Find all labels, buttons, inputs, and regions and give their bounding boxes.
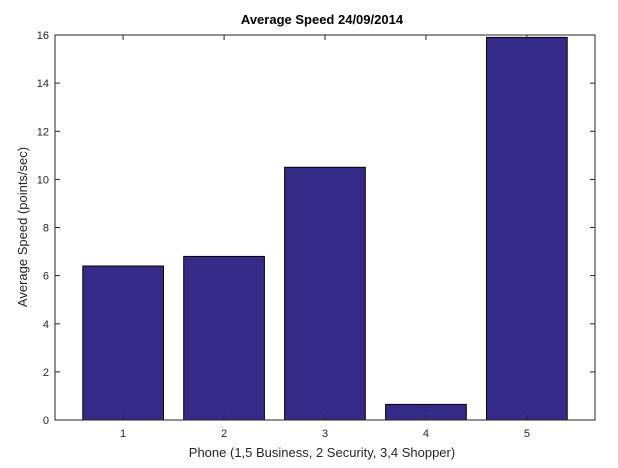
bar-2 bbox=[183, 255, 265, 421]
x-tick-label-2: 2 bbox=[221, 428, 227, 440]
y-tick-label-16: 16 bbox=[37, 30, 49, 42]
y-axis-label: Average Speed (points/sec) bbox=[15, 147, 30, 307]
y-tick-label-12: 12 bbox=[37, 126, 49, 138]
y-tick-label-2: 2 bbox=[43, 367, 49, 379]
x-tick-label-3: 3 bbox=[322, 428, 328, 440]
bar-3 bbox=[284, 166, 366, 421]
y-tick-label-6: 6 bbox=[43, 271, 49, 283]
bar-5 bbox=[486, 36, 568, 421]
y-tick-label-0: 0 bbox=[43, 415, 49, 427]
x-tick-label-1: 1 bbox=[120, 428, 126, 440]
chart-title: Average Speed 24/09/2014 bbox=[241, 12, 404, 27]
x-tick-label-4: 4 bbox=[423, 428, 429, 440]
y-tick-label-8: 8 bbox=[43, 223, 49, 235]
bar-1 bbox=[82, 265, 164, 421]
x-axis-label: Phone (1,5 Business, 2 Security, 3,4 Sho… bbox=[189, 445, 455, 460]
y-tick-label-10: 10 bbox=[37, 174, 49, 186]
y-tick-label-14: 14 bbox=[37, 78, 49, 90]
x-tick-label-5: 5 bbox=[524, 428, 530, 440]
y-tick-label-4: 4 bbox=[43, 319, 49, 331]
